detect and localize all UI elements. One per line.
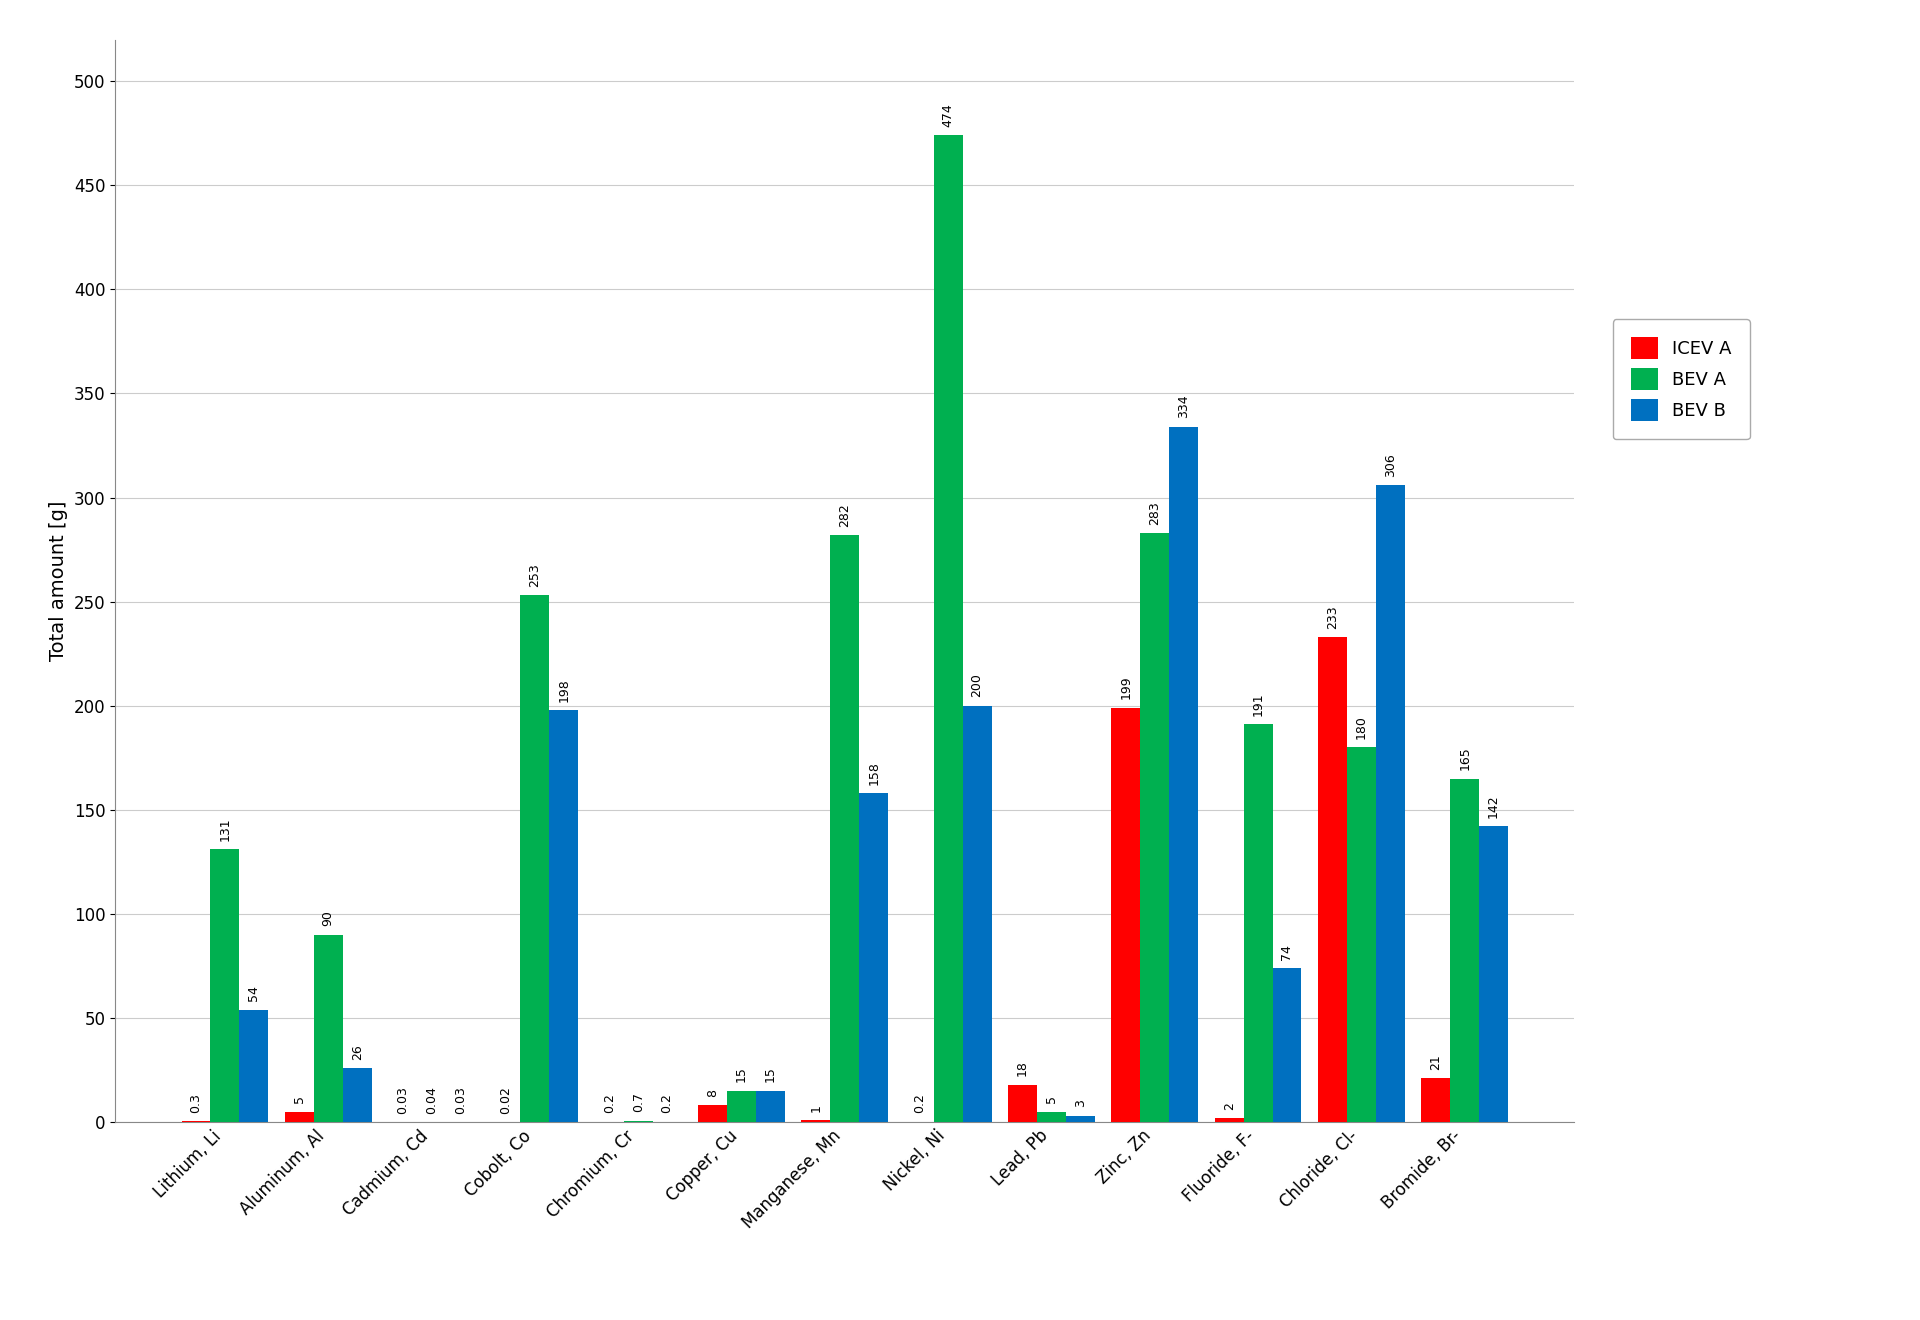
Bar <box>801 1119 829 1122</box>
Text: 198: 198 <box>557 677 570 701</box>
Text: 18: 18 <box>1016 1060 1029 1076</box>
Bar <box>860 793 889 1122</box>
Text: 131: 131 <box>219 817 232 841</box>
Bar <box>520 595 549 1122</box>
Bar <box>756 1090 785 1122</box>
Bar <box>1169 426 1198 1122</box>
Text: 158: 158 <box>868 760 879 785</box>
Text: 15: 15 <box>764 1067 778 1082</box>
Bar <box>1450 779 1478 1122</box>
Bar <box>1273 968 1302 1122</box>
Text: 2: 2 <box>1223 1102 1236 1110</box>
Bar <box>240 1010 269 1122</box>
Text: 74: 74 <box>1281 944 1294 960</box>
Text: 306: 306 <box>1384 453 1396 477</box>
Text: 474: 474 <box>941 103 954 127</box>
Text: 0.2: 0.2 <box>603 1093 616 1113</box>
Text: 199: 199 <box>1119 676 1133 700</box>
Bar <box>1066 1115 1094 1122</box>
Bar <box>1421 1078 1450 1122</box>
Text: 5: 5 <box>1044 1096 1058 1104</box>
Text: 0.03: 0.03 <box>396 1086 409 1114</box>
Text: 200: 200 <box>970 673 983 697</box>
Bar <box>1037 1111 1066 1122</box>
Bar <box>1244 725 1273 1122</box>
Text: 0.7: 0.7 <box>632 1092 645 1113</box>
Bar <box>1348 747 1377 1122</box>
Text: 283: 283 <box>1148 500 1162 524</box>
Text: 0.04: 0.04 <box>424 1086 438 1114</box>
Text: 21: 21 <box>1428 1055 1442 1071</box>
Bar <box>1008 1085 1037 1122</box>
Bar <box>1215 1118 1244 1122</box>
Text: 5: 5 <box>294 1096 305 1104</box>
Bar <box>829 535 860 1122</box>
Bar <box>728 1090 756 1122</box>
Text: 0.3: 0.3 <box>190 1093 202 1113</box>
Text: 90: 90 <box>323 911 334 927</box>
Bar <box>211 849 240 1122</box>
Text: 0.2: 0.2 <box>660 1093 674 1113</box>
Bar <box>933 136 962 1122</box>
Bar <box>962 706 991 1122</box>
Bar <box>1478 826 1507 1122</box>
Bar <box>284 1111 313 1122</box>
Text: 180: 180 <box>1356 715 1367 739</box>
Bar <box>342 1068 372 1122</box>
Bar <box>1140 533 1169 1122</box>
Text: 0.02: 0.02 <box>499 1086 513 1114</box>
Bar <box>624 1121 653 1122</box>
Text: 282: 282 <box>839 503 851 527</box>
Text: 165: 165 <box>1457 747 1471 771</box>
Text: 8: 8 <box>707 1089 720 1097</box>
Text: 1: 1 <box>810 1104 822 1111</box>
Bar <box>699 1105 728 1122</box>
Y-axis label: Total amount [g]: Total amount [g] <box>50 500 69 661</box>
Text: 253: 253 <box>528 564 541 587</box>
Text: 54: 54 <box>248 986 261 1002</box>
Text: 334: 334 <box>1177 395 1190 418</box>
Legend: ICEV A, BEV A, BEV B: ICEV A, BEV A, BEV B <box>1613 319 1749 440</box>
Text: 0.2: 0.2 <box>912 1093 925 1113</box>
Text: 15: 15 <box>735 1067 749 1082</box>
Text: 191: 191 <box>1252 693 1265 715</box>
Bar <box>313 935 342 1122</box>
Bar <box>1317 638 1348 1122</box>
Text: 142: 142 <box>1488 795 1500 818</box>
Bar <box>549 710 578 1122</box>
Text: 0.03: 0.03 <box>453 1086 467 1114</box>
Text: 26: 26 <box>351 1044 363 1060</box>
Text: 233: 233 <box>1327 605 1338 628</box>
Bar <box>1112 708 1140 1122</box>
Text: 3: 3 <box>1073 1100 1087 1107</box>
Bar <box>1377 484 1405 1122</box>
